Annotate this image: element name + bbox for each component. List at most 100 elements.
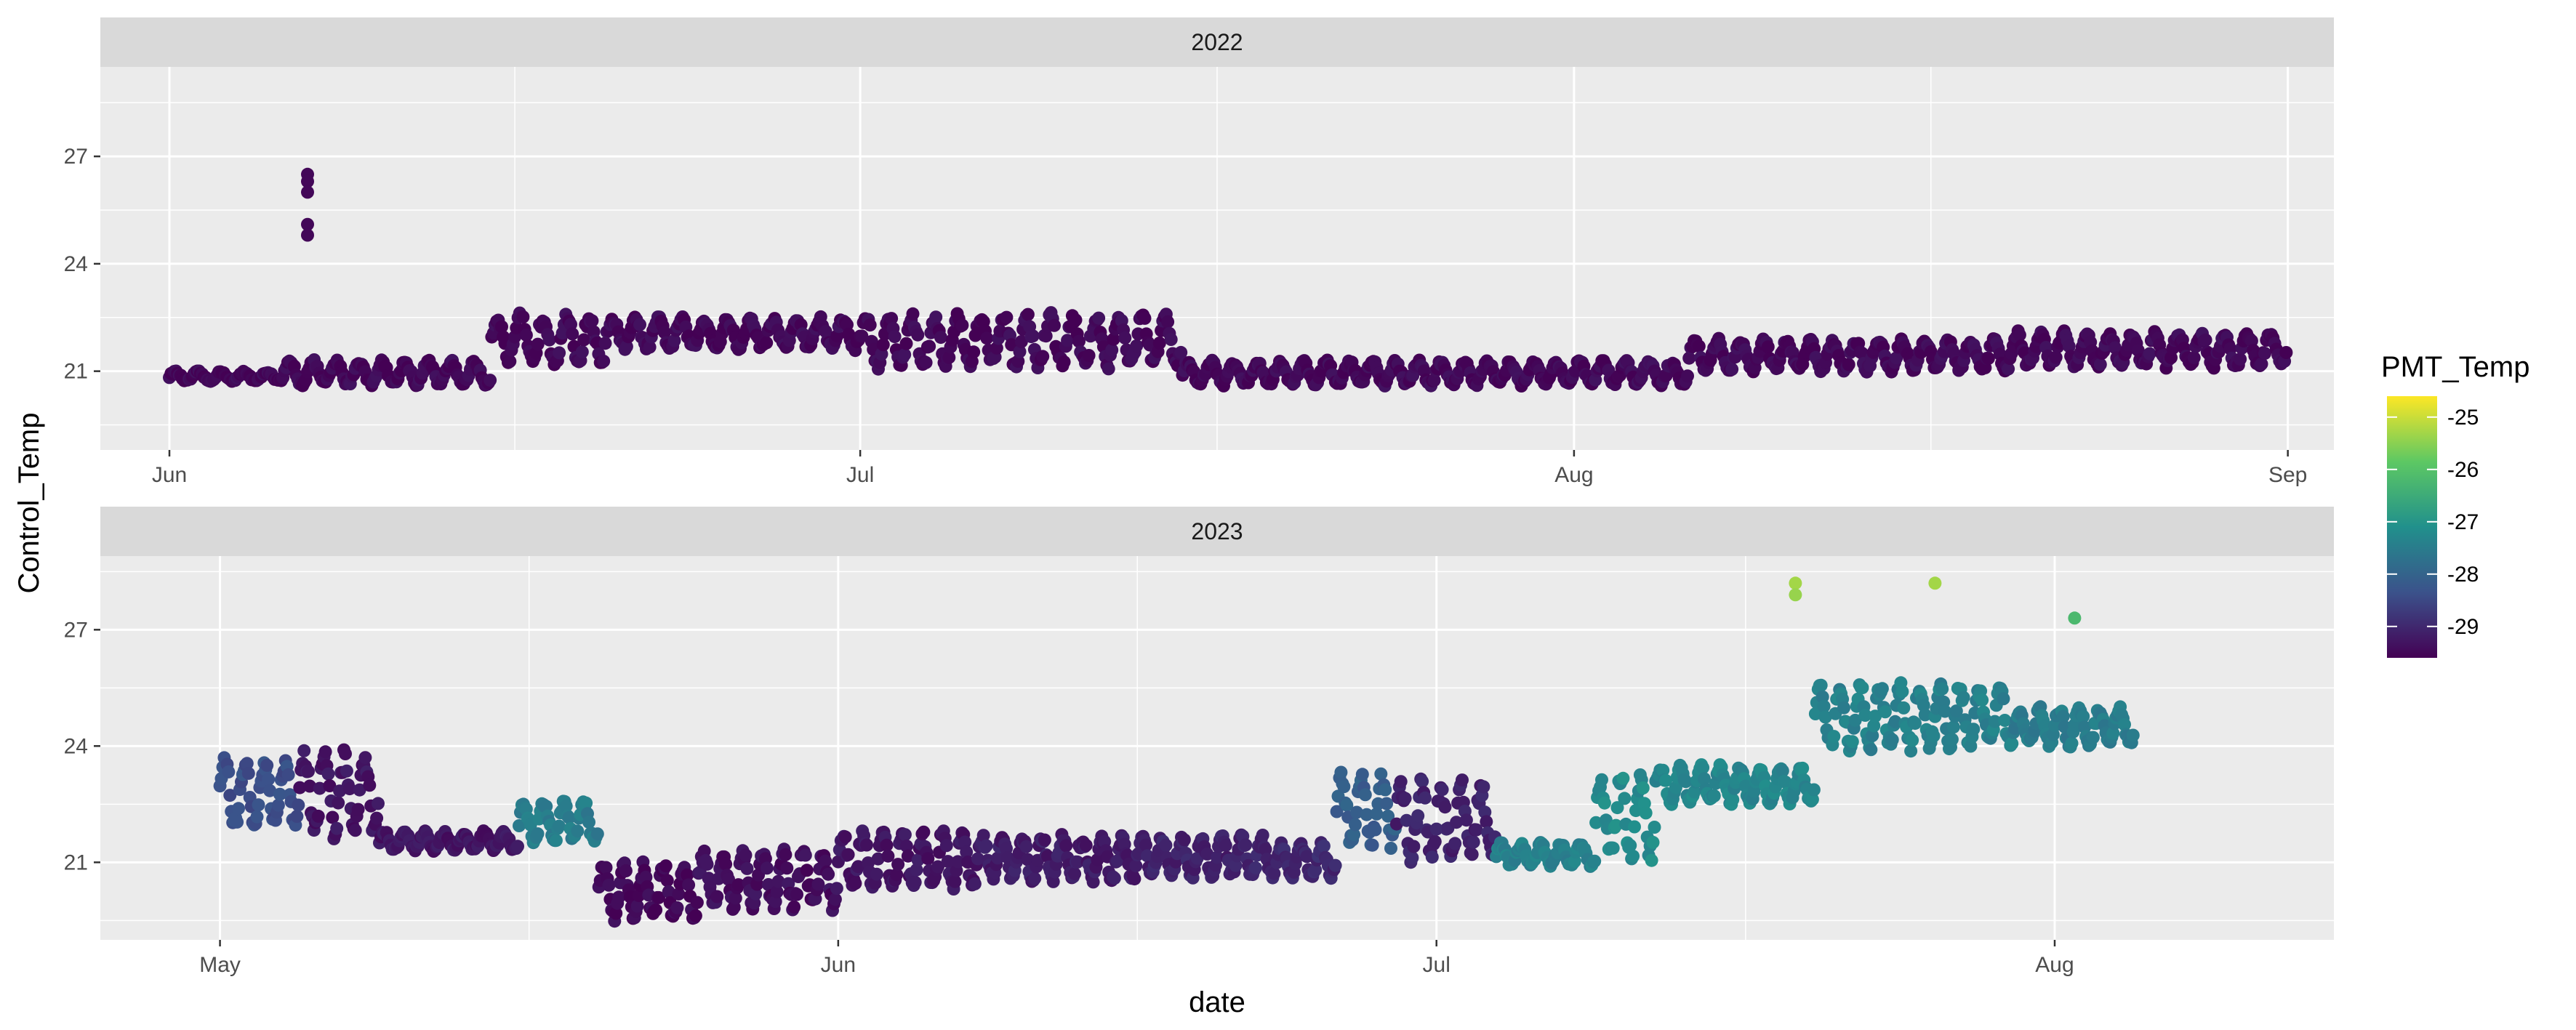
- data-point: [1606, 841, 1620, 855]
- data-point: [1698, 772, 1711, 786]
- data-point: [290, 810, 304, 824]
- data-point: [1616, 771, 1630, 785]
- data-point: [2062, 339, 2076, 353]
- outlier-point: [1789, 588, 1802, 602]
- data-point: [870, 867, 883, 881]
- data-point: [1688, 785, 1701, 799]
- x-tick-label: Aug: [1554, 463, 1593, 487]
- data-point: [670, 901, 684, 914]
- data-point: [782, 877, 795, 890]
- data-point: [1014, 335, 1028, 348]
- plot-panel-2023: [100, 556, 2334, 940]
- data-point: [976, 829, 990, 842]
- data-point: [1818, 710, 1832, 724]
- data-point: [863, 318, 877, 332]
- data-point: [731, 878, 745, 892]
- data-point: [780, 861, 794, 875]
- data-point: [876, 338, 890, 352]
- outlier-point: [301, 185, 314, 199]
- data-point: [934, 331, 947, 345]
- data-point: [929, 310, 943, 324]
- data-point: [1428, 834, 1442, 848]
- data-point: [332, 796, 345, 810]
- data-point: [1957, 691, 1970, 704]
- data-point: [1897, 701, 1911, 715]
- data-point: [598, 337, 612, 350]
- data-point: [1842, 358, 1855, 371]
- x-tick-label: Aug: [2035, 953, 2074, 977]
- data-point: [339, 747, 352, 760]
- outlier-point: [301, 217, 314, 231]
- data-point: [1118, 331, 1132, 345]
- data-point: [948, 874, 962, 888]
- data-point: [1610, 801, 1624, 815]
- data-point: [577, 333, 591, 347]
- outlier-point: [1789, 576, 1802, 590]
- data-point: [1438, 800, 1452, 814]
- data-point: [252, 798, 265, 812]
- data-point: [1878, 705, 1892, 719]
- data-point: [880, 838, 894, 852]
- data-point: [553, 346, 566, 360]
- data-point: [1036, 350, 1050, 363]
- data-point: [1164, 333, 1178, 346]
- data-point: [899, 337, 913, 350]
- data-point: [542, 333, 556, 347]
- data-point: [1466, 835, 1480, 849]
- data-point: [326, 810, 340, 824]
- data-point: [1648, 821, 1661, 834]
- data-point: [495, 320, 508, 334]
- data-point: [1211, 850, 1224, 864]
- data-point: [1161, 315, 1175, 329]
- data-point: [1927, 729, 1941, 743]
- data-point: [968, 877, 982, 890]
- data-point: [700, 857, 714, 871]
- data-point: [2065, 736, 2079, 750]
- legend-tick-label: -26: [2447, 458, 2479, 482]
- data-point: [321, 767, 335, 781]
- data-point: [263, 784, 277, 797]
- data-point: [672, 887, 686, 901]
- data-point: [1174, 345, 1188, 359]
- data-point: [1589, 816, 1603, 829]
- data-point: [351, 802, 365, 816]
- data-point: [1139, 838, 1152, 852]
- data-point: [1805, 792, 1819, 806]
- data-point: [1317, 839, 1331, 853]
- data-point: [1350, 805, 1363, 819]
- data-point: [323, 779, 337, 792]
- data-point: [311, 809, 325, 823]
- data-point: [582, 816, 595, 829]
- data-point: [800, 864, 814, 877]
- data-point: [2077, 709, 2090, 723]
- data-point: [619, 339, 633, 353]
- data-point: [828, 893, 842, 906]
- data-point: [1091, 853, 1104, 866]
- data-point: [539, 800, 553, 813]
- data-point: [885, 312, 899, 326]
- data-point: [575, 345, 589, 359]
- data-point: [250, 810, 264, 824]
- y-tick-label: 24: [64, 734, 88, 758]
- data-point: [898, 347, 912, 361]
- data-point: [980, 331, 994, 345]
- data-point: [1659, 773, 1673, 787]
- data-point: [1645, 853, 1658, 867]
- data-point: [923, 339, 936, 353]
- data-point: [566, 327, 579, 341]
- data-point: [739, 848, 753, 862]
- data-point: [1059, 839, 1073, 853]
- data-point: [851, 860, 865, 874]
- data-point: [503, 355, 517, 369]
- data-point: [2002, 362, 2015, 376]
- data-point: [906, 307, 920, 321]
- data-point: [1330, 805, 1344, 818]
- data-point: [1200, 847, 1214, 861]
- data-point: [941, 855, 955, 869]
- data-point: [1138, 311, 1152, 325]
- data-point: [1949, 704, 1963, 718]
- data-point: [1400, 813, 1413, 827]
- data-point: [760, 861, 774, 875]
- panel-2023: 2023 21 24 27 May Jun Jul Aug: [64, 507, 2334, 977]
